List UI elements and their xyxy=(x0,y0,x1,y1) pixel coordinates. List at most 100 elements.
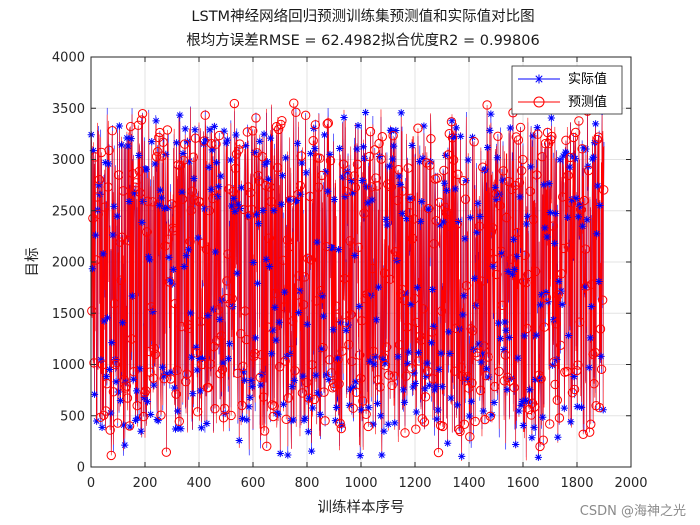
marker-predicted xyxy=(158,137,168,147)
marker-actual xyxy=(403,214,411,223)
marker-actual xyxy=(106,365,114,374)
marker-predicted xyxy=(290,365,300,376)
marker-actual xyxy=(248,383,256,391)
marker-predicted xyxy=(294,271,304,281)
marker-actual xyxy=(385,162,393,170)
marker-actual xyxy=(529,132,537,140)
marker-actual xyxy=(284,451,292,459)
marker-predicted xyxy=(333,354,343,365)
marker-predicted xyxy=(358,396,368,406)
marker-predicted xyxy=(118,186,128,196)
marker-actual xyxy=(194,234,202,242)
marker-predicted xyxy=(171,389,181,399)
marker-actual xyxy=(572,194,580,202)
marker-predicted xyxy=(392,195,403,206)
marker-actual xyxy=(342,326,350,334)
marker-predicted xyxy=(187,186,197,197)
marker-actual xyxy=(282,154,290,162)
marker-predicted xyxy=(255,372,265,383)
marker-actual xyxy=(563,213,572,222)
marker-predicted xyxy=(377,132,388,142)
marker-predicted xyxy=(149,343,160,354)
marker-actual xyxy=(377,412,385,420)
marker-predicted xyxy=(574,116,584,126)
marker-predicted xyxy=(268,411,278,422)
marker-actual xyxy=(98,423,106,432)
marker-actual xyxy=(117,141,126,149)
x-tick-label: 800 xyxy=(295,476,320,491)
marker-actual xyxy=(150,381,158,389)
marker-predicted xyxy=(434,197,445,208)
marker-actual xyxy=(396,180,404,189)
marker-predicted xyxy=(375,382,385,392)
marker-predicted xyxy=(285,195,296,205)
marker-actual xyxy=(540,181,548,189)
marker-actual xyxy=(102,373,110,381)
marker-predicted xyxy=(115,237,125,247)
marker-actual xyxy=(574,213,582,221)
marker-actual xyxy=(185,157,194,165)
marker-actual xyxy=(379,355,387,364)
marker-actual xyxy=(435,365,443,373)
marker-predicted xyxy=(553,290,564,300)
marker-predicted xyxy=(555,340,566,350)
marker-predicted xyxy=(343,170,353,181)
marker-predicted xyxy=(429,239,439,249)
marker-actual xyxy=(526,386,534,394)
marker-predicted xyxy=(122,393,133,403)
marker-actual xyxy=(580,144,588,152)
marker-actual xyxy=(256,137,264,145)
marker-actual xyxy=(190,174,198,183)
marker-predicted xyxy=(341,186,352,197)
marker-actual xyxy=(222,139,230,147)
marker-actual xyxy=(412,408,420,416)
marker-actual xyxy=(156,186,164,194)
marker-predicted xyxy=(214,130,224,141)
marker-predicted xyxy=(110,359,121,370)
marker-actual xyxy=(151,160,159,168)
marker-actual xyxy=(142,165,150,173)
marker-actual xyxy=(560,404,568,412)
marker-actual xyxy=(169,265,177,273)
marker-predicted xyxy=(514,177,525,188)
marker-actual xyxy=(206,126,214,134)
marker-actual xyxy=(576,201,585,209)
marker-actual xyxy=(593,230,601,238)
marker-actual xyxy=(501,318,509,326)
marker-predicted xyxy=(135,188,146,198)
marker-actual xyxy=(550,239,559,247)
marker-actual xyxy=(390,142,398,150)
marker-actual xyxy=(596,201,604,210)
marker-actual xyxy=(135,151,143,160)
marker-actual xyxy=(202,136,210,144)
marker-actual xyxy=(523,212,532,221)
marker-actual xyxy=(499,176,507,184)
marker-predicted xyxy=(192,407,203,417)
marker-predicted xyxy=(344,339,354,350)
marker-predicted xyxy=(140,388,150,398)
marker-actual xyxy=(488,411,496,419)
marker-actual xyxy=(349,189,357,197)
marker-predicted xyxy=(216,331,227,341)
marker-predicted xyxy=(599,185,609,195)
marker-predicted xyxy=(578,429,588,440)
marker-actual xyxy=(288,383,296,391)
marker-actual xyxy=(513,252,521,261)
marker-actual xyxy=(285,196,293,204)
marker-actual xyxy=(450,133,458,141)
marker-predicted xyxy=(269,401,280,411)
marker-actual xyxy=(191,126,199,134)
marker-actual xyxy=(528,434,536,442)
marker-actual xyxy=(155,201,163,209)
marker-predicted xyxy=(181,376,191,387)
marker-actual xyxy=(184,246,193,254)
marker-actual xyxy=(118,319,127,327)
marker-predicted xyxy=(573,360,583,370)
marker-actual xyxy=(115,122,123,130)
marker-actual xyxy=(376,152,384,161)
marker-predicted xyxy=(262,441,272,451)
marker-actual xyxy=(145,256,154,264)
marker-predicted xyxy=(332,312,342,323)
marker-actual xyxy=(425,381,433,389)
